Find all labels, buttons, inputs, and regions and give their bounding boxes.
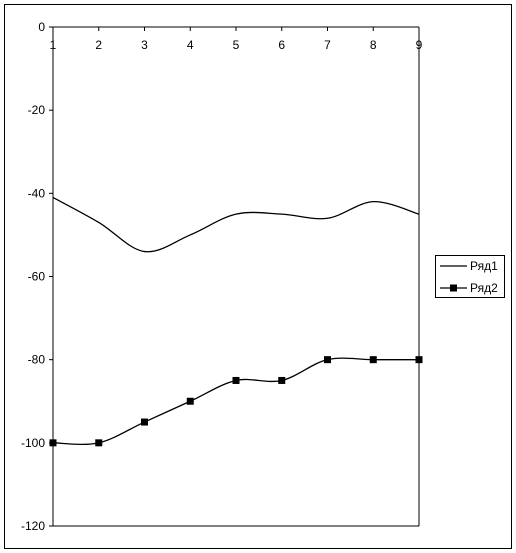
series-marker-2 — [232, 376, 240, 384]
x-tick-label: 8 — [370, 38, 377, 52]
y-tick-label: -60 — [28, 270, 46, 284]
x-tick-label: 4 — [187, 38, 194, 52]
series-marker-2 — [186, 397, 194, 405]
chart-border — [4, 4, 512, 549]
legend-label-1: Ряд1 — [470, 259, 498, 273]
series-marker-2 — [141, 418, 148, 426]
series-marker-2 — [278, 376, 286, 384]
x-tick-label: 5 — [233, 38, 240, 52]
y-tick-label: -120 — [21, 519, 45, 533]
legend-box — [435, 255, 505, 298]
plot-area — [53, 27, 420, 527]
series-marker-2 — [49, 439, 57, 447]
x-tick-label: 9 — [416, 38, 423, 52]
y-tick-label: -20 — [28, 103, 46, 117]
series-line-1 — [52, 196, 420, 253]
legend-label-2: Ряд2 — [470, 281, 498, 295]
x-tick-label: 1 — [50, 38, 57, 52]
series-marker-2 — [415, 356, 423, 364]
y-tick-label: -100 — [21, 436, 45, 450]
series-marker-2 — [369, 356, 377, 364]
y-tick-label: -40 — [28, 186, 46, 200]
x-tick-label: 3 — [141, 38, 148, 52]
y-tick-label: 0 — [38, 20, 45, 34]
x-tick-label: 7 — [324, 38, 331, 52]
series-marker-2 — [95, 439, 103, 447]
axes: 0 -20 -40 -60 -80 -100 -120 1 2 3 4 5 6 7 8 9 — [21, 20, 423, 533]
x-tick-label: 6 — [278, 38, 285, 52]
x-tick-label: 2 — [95, 38, 102, 52]
series-marker-2 — [324, 356, 331, 364]
series-layer — [49, 196, 423, 447]
y-tick-label: -80 — [28, 353, 46, 367]
legend: Ряд1 Ряд2 — [435, 255, 505, 298]
legend-marker-2 — [450, 284, 457, 292]
